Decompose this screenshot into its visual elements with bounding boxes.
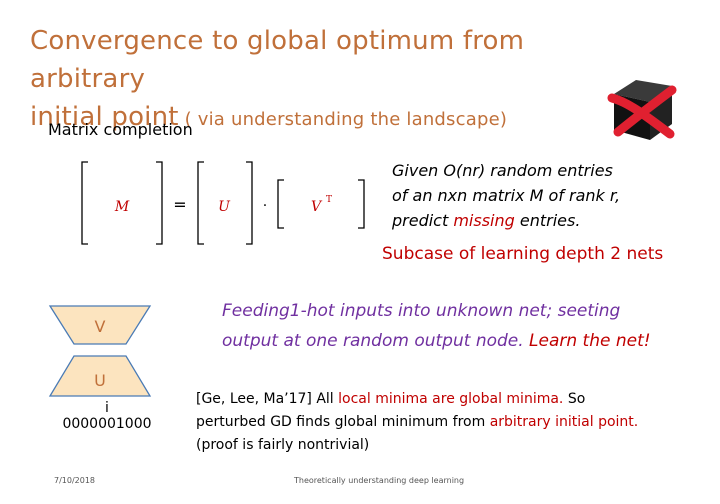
input-bits: 0000001000 [62,416,152,432]
dot-operator: · [263,198,267,214]
matrix-v: V [311,199,323,215]
slide-title: Convergence to global optimum from arbit… [30,22,630,139]
title-line-1: Convergence to global optimum from arbit… [30,26,525,94]
given-line-3: predict missing entries. [392,211,581,230]
feeding-description: Feeding1-hot inputs into unknown net; se… [222,296,702,356]
v-layer-trapezoid [48,305,152,345]
given-line-2: of an nxn matrix M of rank r, [392,186,621,205]
arbitrary-point-phrase: arbitrary initial point. [489,414,639,430]
matrix-u: U [218,199,231,215]
problem-statement: Given O(nr) random entries of an nxn mat… [392,158,692,233]
equals-sign: = [173,195,186,214]
subcase-note: Subcase of learning depth 2 nets [382,244,664,264]
missing-word: missing [453,211,515,230]
given-line-1: Given O(nr) random entries [392,161,613,180]
matrix-equation: M = U · V T [81,161,365,245]
feeding-line-1: Feeding1-hot inputs into unknown net; se… [222,301,621,321]
title-line-2: initial point ( via understanding the la… [30,98,630,139]
transpose-mark: T [326,195,332,205]
matrix-m: M [114,199,130,215]
local-minima-phrase: local minima are global minima. [338,391,564,407]
black-box-crossed-out-icon [607,80,677,140]
title-subtitle: ( via understanding the landscape) [178,109,508,130]
reference-line-3: (proof is fairly nontrivial) [196,437,370,453]
title-main: initial point [30,102,179,132]
one-hot-input: i 0000001000 [52,400,162,432]
u-layer-label: U [94,371,106,390]
input-index: i [105,400,109,416]
u-layer-trapezoid [48,355,152,397]
footer-date: 7/10/2018 [54,476,96,485]
reference-line-1: [Ge, Lee, Ma’17] All local minima are gl… [196,391,586,407]
reference-line-2: perturbed GD finds global minimum from a… [196,414,639,430]
section-heading: Matrix completion [48,120,193,139]
feeding-line-2: output at one random output node. Learn … [222,331,651,351]
reference-text: [Ge, Lee, Ma’17] All local minima are gl… [196,388,706,457]
learn-the-net: Learn the net! [529,331,651,351]
footer-title: Theoretically understanding deep learnin… [294,476,465,485]
two-layer-net-diagram: V U [48,305,152,397]
v-layer-label: V [95,317,106,336]
